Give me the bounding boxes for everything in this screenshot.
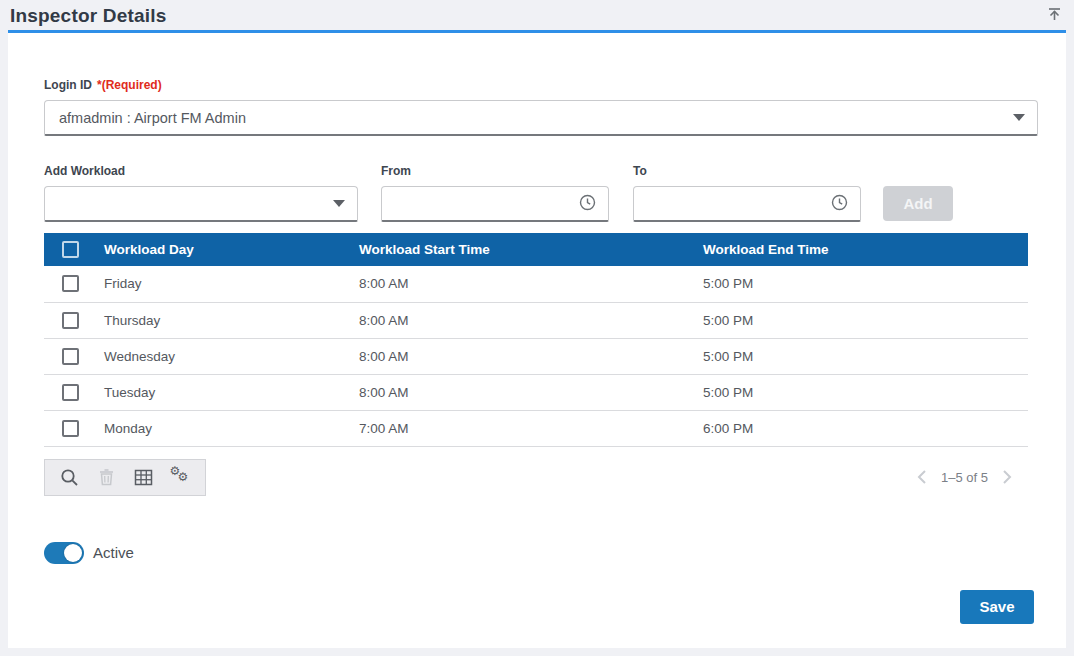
workload-table-header-row: Workload Day Workload Start Time Workloa… [44, 233, 1028, 266]
workload-start-cell: 8:00 AM [343, 374, 687, 410]
required-indicator: *(Required) [97, 78, 162, 92]
add-workload-label: Add Workload [44, 164, 358, 178]
table-row[interactable]: Wednesday 8:00 AM 5:00 PM [44, 338, 1028, 374]
column-header-workload-start[interactable]: Workload Start Time [343, 233, 687, 266]
from-label: From [381, 164, 609, 178]
table-row[interactable]: Tuesday 8:00 AM 5:00 PM [44, 374, 1028, 410]
workload-end-cell: 6:00 PM [687, 410, 1028, 446]
workload-end-cell: 5:00 PM [687, 338, 1028, 374]
collapse-panel-button[interactable] [1047, 7, 1062, 26]
workload-start-cell: 8:00 AM [343, 338, 687, 374]
table-row[interactable]: Thursday 8:00 AM 5:00 PM [44, 302, 1028, 338]
toggle-knob [64, 544, 82, 562]
table-footer: ⚙⚙ 1–5 of 5 [44, 459, 1028, 496]
row-checkbox[interactable] [62, 420, 79, 437]
settings-gears-icon[interactable]: ⚙⚙ [162, 460, 199, 495]
workload-day-cell: Monday [88, 410, 343, 446]
active-toggle-label: Active [93, 544, 134, 561]
workload-start-cell: 8:00 AM [343, 266, 687, 302]
table-row[interactable]: Monday 7:00 AM 6:00 PM [44, 410, 1028, 446]
save-button[interactable]: Save [960, 590, 1034, 624]
clock-icon [831, 194, 848, 214]
search-icon[interactable] [51, 460, 88, 495]
save-row: Save [44, 590, 1038, 624]
inspector-details-panel: Login ID *(Required) afmadmin : Airport F… [8, 30, 1066, 648]
workload-end-cell: 5:00 PM [687, 266, 1028, 302]
workload-start-cell: 8:00 AM [343, 302, 687, 338]
caret-down-icon [333, 200, 345, 207]
row-checkbox[interactable] [62, 275, 79, 292]
to-time-input[interactable] [633, 186, 861, 222]
workload-table-body: Friday 8:00 AM 5:00 PM Thursday 8:00 AM … [44, 266, 1028, 446]
row-checkbox[interactable] [62, 348, 79, 365]
login-id-selected-value: afmadmin : Airport FM Admin [59, 110, 246, 126]
table-row[interactable]: Friday 8:00 AM 5:00 PM [44, 266, 1028, 302]
add-workload-group: Add Workload [44, 164, 358, 222]
login-id-label: Login ID *(Required) [44, 78, 1038, 92]
trash-icon [88, 460, 125, 495]
table-columns-icon[interactable] [125, 460, 162, 495]
active-toggle-row: Active [44, 542, 1038, 564]
page-header: Inspector Details [0, 0, 1074, 30]
workload-day-cell: Friday [88, 266, 343, 302]
pagination: 1–5 of 5 [917, 469, 1012, 485]
row-checkbox[interactable] [62, 384, 79, 401]
caret-down-icon [1013, 114, 1025, 121]
active-toggle[interactable] [44, 542, 84, 564]
add-button-group: Add [883, 164, 953, 222]
workload-end-cell: 5:00 PM [687, 374, 1028, 410]
column-header-workload-end[interactable]: Workload End Time [687, 233, 1028, 266]
workload-start-cell: 7:00 AM [343, 410, 687, 446]
table-toolbar: ⚙⚙ [44, 459, 206, 496]
column-header-workload-day[interactable]: Workload Day [88, 233, 343, 266]
chevron-left-icon[interactable] [917, 469, 927, 485]
chevron-right-icon[interactable] [1002, 469, 1012, 485]
clock-icon [579, 194, 596, 214]
pagination-range: 1–5 of 5 [941, 470, 988, 485]
select-all-checkbox[interactable] [62, 241, 79, 258]
to-label: To [633, 164, 861, 178]
workload-table: Workload Day Workload Start Time Workloa… [44, 233, 1028, 447]
add-workload-select[interactable] [44, 186, 358, 222]
from-group: From [381, 164, 609, 222]
workload-end-cell: 5:00 PM [687, 302, 1028, 338]
login-id-label-text: Login ID [44, 78, 92, 92]
from-time-input[interactable] [381, 186, 609, 222]
page-title: Inspector Details [10, 5, 167, 27]
to-group: To [633, 164, 861, 222]
add-workload-form-row: Add Workload From [44, 164, 1038, 222]
workload-day-cell: Tuesday [88, 374, 343, 410]
workload-day-cell: Wednesday [88, 338, 343, 374]
row-checkbox[interactable] [62, 312, 79, 329]
login-id-select[interactable]: afmadmin : Airport FM Admin [44, 100, 1038, 136]
collapse-up-icon [1047, 7, 1062, 26]
add-workload-button[interactable]: Add [883, 186, 953, 221]
workload-day-cell: Thursday [88, 302, 343, 338]
